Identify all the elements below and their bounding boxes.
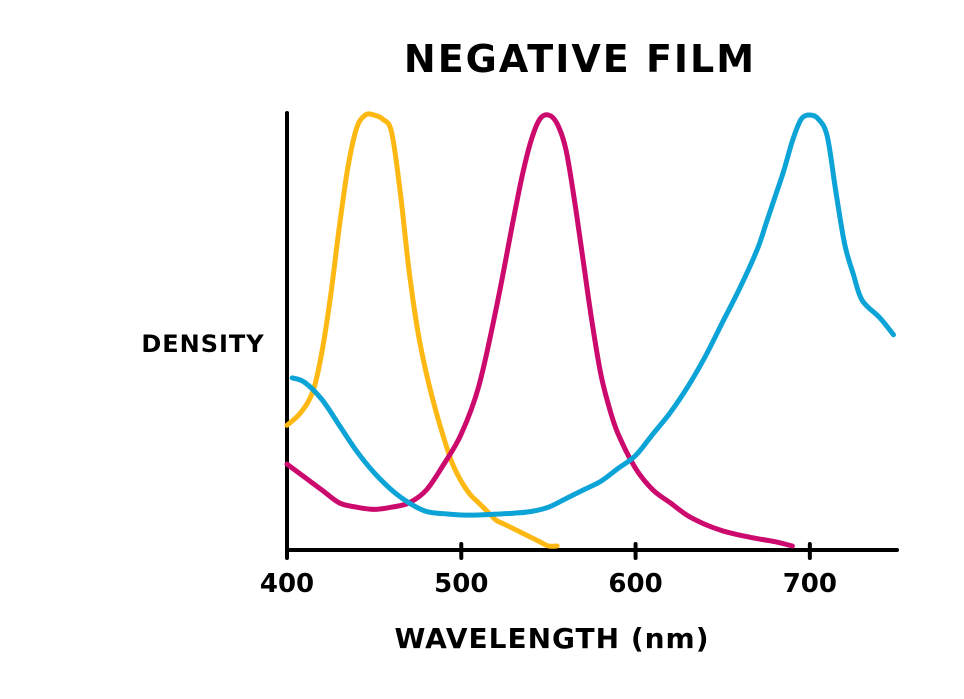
- series-line-yellow: [284, 111, 560, 549]
- x-tick-label: 600: [608, 569, 662, 599]
- x-tick-label: 500: [434, 569, 488, 599]
- x-tick-label: 700: [783, 569, 837, 599]
- x-tick-label: 400: [260, 569, 314, 599]
- x-ticks: 400 500 600 700: [260, 542, 837, 599]
- chart-title: NEGATIVE FILM: [404, 37, 756, 81]
- series-line-cyan: [289, 112, 896, 518]
- series-curves: [284, 111, 896, 549]
- y-axis-label: DENSITY: [141, 330, 264, 358]
- series-line-magenta: [284, 112, 795, 549]
- x-axis-label: WAVELENGTH (nm): [394, 622, 709, 655]
